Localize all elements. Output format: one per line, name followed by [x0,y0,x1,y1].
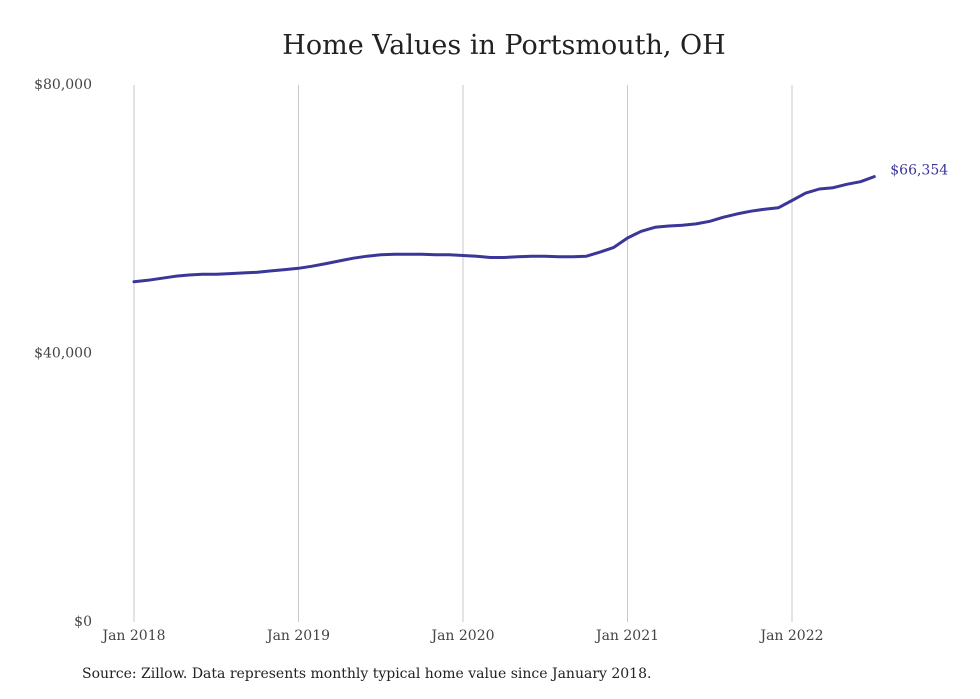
chart-title: Home Values in Portsmouth, OH [282,30,726,61]
vertical-gridlines [133,85,793,622]
x-tick-label: Jan 2019 [265,628,330,644]
x-tick-label: Jan 2020 [429,628,494,644]
series-lines [132,175,876,284]
y-axis-tick-labels: $0 $40,000 $80,000 [34,77,92,630]
y-tick-label: $40,000 [34,346,92,362]
y-tick-label: $80,000 [34,77,92,93]
x-axis-tick-labels: Jan 2018 Jan 2019 Jan 2020 Jan 2021 Jan 2022 [100,628,823,644]
x-tick-label: Jan 2018 [100,628,165,644]
source-note: Source: Zillow. Data represents monthly … [82,666,652,682]
y-tick-label: $0 [74,614,92,630]
x-tick-label: Jan 2022 [758,628,823,644]
x-tick-label: Jan 2021 [594,628,659,644]
end-value-label: $66,354 [890,163,948,179]
series-line-0 [132,175,876,284]
end-value-labels: $66,354 [890,163,948,179]
